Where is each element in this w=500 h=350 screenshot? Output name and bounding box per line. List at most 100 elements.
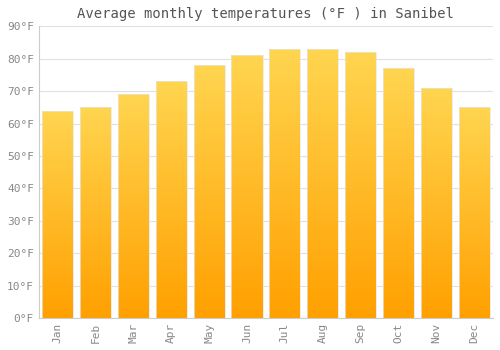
Bar <box>80 208 111 210</box>
Bar <box>118 110 149 112</box>
Bar <box>156 155 187 157</box>
Bar <box>80 149 111 152</box>
Bar <box>345 257 376 259</box>
Bar <box>307 135 338 138</box>
Bar <box>307 224 338 226</box>
Bar <box>118 170 149 173</box>
Bar <box>458 166 490 168</box>
Bar <box>383 303 414 306</box>
Bar <box>383 238 414 240</box>
Bar <box>421 313 452 316</box>
Bar <box>42 301 74 303</box>
Bar <box>270 178 300 181</box>
Bar <box>42 181 74 183</box>
Bar <box>383 223 414 226</box>
Bar <box>156 89 187 91</box>
Bar <box>307 283 338 286</box>
Bar <box>42 291 74 293</box>
Bar <box>80 253 111 255</box>
Bar <box>421 173 452 175</box>
Bar <box>270 272 300 275</box>
Bar <box>345 57 376 60</box>
Bar <box>270 267 300 270</box>
Bar <box>156 311 187 313</box>
Bar <box>383 313 414 315</box>
Bar <box>421 155 452 157</box>
Bar <box>80 131 111 133</box>
Bar <box>345 204 376 206</box>
Bar <box>232 310 262 313</box>
Bar <box>42 133 74 135</box>
Bar <box>383 68 414 318</box>
Bar <box>458 175 490 177</box>
Bar <box>156 193 187 195</box>
Bar <box>307 245 338 248</box>
Bar <box>118 244 149 246</box>
Bar <box>383 131 414 133</box>
Bar <box>156 81 187 318</box>
Bar <box>345 145 376 148</box>
Bar <box>383 178 414 181</box>
Bar <box>42 191 74 194</box>
Bar <box>156 167 187 169</box>
Bar <box>458 295 490 297</box>
Bar <box>383 268 414 271</box>
Bar <box>156 316 187 318</box>
Bar <box>80 221 111 223</box>
Bar <box>345 267 376 270</box>
Bar <box>345 185 376 188</box>
Bar <box>42 119 74 121</box>
Bar <box>383 256 414 258</box>
Bar <box>383 236 414 238</box>
Bar <box>458 259 490 261</box>
Bar <box>80 244 111 246</box>
Bar <box>345 87 376 89</box>
Bar <box>270 251 300 253</box>
Bar <box>232 234 262 237</box>
Bar <box>421 270 452 272</box>
Bar <box>232 137 262 139</box>
Bar <box>42 270 74 272</box>
Bar <box>232 258 262 260</box>
Bar <box>345 252 376 254</box>
Bar <box>458 143 490 145</box>
Bar <box>80 189 111 191</box>
Bar <box>421 302 452 304</box>
Bar <box>307 121 338 124</box>
Bar <box>307 49 338 52</box>
Bar <box>345 299 376 302</box>
Bar <box>307 138 338 140</box>
Bar <box>270 291 300 294</box>
Bar <box>194 136 224 139</box>
Bar <box>307 146 338 148</box>
Bar <box>383 201 414 203</box>
Bar <box>458 255 490 257</box>
Bar <box>307 286 338 288</box>
Bar <box>345 68 376 71</box>
Bar <box>345 284 376 286</box>
Bar <box>194 98 224 100</box>
Bar <box>307 170 338 173</box>
Bar <box>383 171 414 173</box>
Bar <box>270 261 300 264</box>
Bar <box>232 55 262 318</box>
Bar <box>383 286 414 288</box>
Bar <box>383 206 414 208</box>
Bar <box>345 135 376 137</box>
Bar <box>307 68 338 70</box>
Bar <box>42 135 74 138</box>
Bar <box>270 221 300 224</box>
Bar <box>421 284 452 286</box>
Bar <box>156 306 187 308</box>
Bar <box>232 184 262 187</box>
Bar <box>118 177 149 179</box>
Bar <box>383 151 414 153</box>
Bar <box>80 160 111 162</box>
Bar <box>345 124 376 127</box>
Bar <box>118 159 149 161</box>
Bar <box>383 86 414 88</box>
Bar <box>458 156 490 158</box>
Bar <box>156 223 187 226</box>
Bar <box>421 286 452 288</box>
Bar <box>421 134 452 136</box>
